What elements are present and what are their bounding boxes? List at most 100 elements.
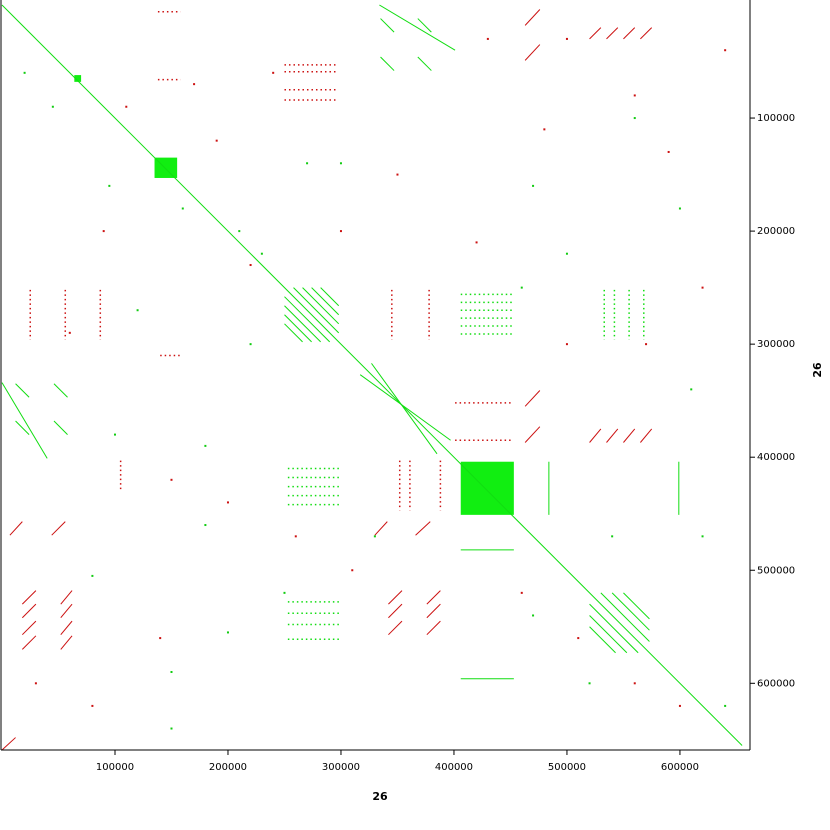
alignment-segment (284, 305, 321, 343)
alignment-dot (113, 433, 116, 436)
alignment-segment (623, 428, 636, 443)
x-axis-label: 26 (372, 790, 388, 803)
alignment-dot (136, 309, 139, 312)
y-tick-label: 400000 (757, 452, 795, 463)
alignment-segment (9, 521, 23, 536)
alignment-dot (238, 230, 241, 233)
alignment-segment (589, 603, 639, 654)
alignment-segment (1, 382, 48, 459)
alignment-segment (623, 27, 636, 40)
alignment-segment (1, 737, 16, 751)
x-tick-label: 600000 (661, 762, 699, 773)
alignment-dot (667, 150, 670, 153)
alignment-segment (426, 590, 441, 605)
alignment-dot (690, 388, 693, 391)
alignment-segment (388, 590, 403, 605)
alignment-dot (543, 128, 546, 131)
alignment-dot (339, 162, 342, 165)
alignment-dot (339, 230, 342, 233)
alignment-dot (159, 637, 162, 640)
y-tick-label: 100000 (757, 113, 795, 124)
alignment-segment (21, 590, 37, 605)
alignment-dot (215, 139, 218, 142)
alignment-dot (520, 591, 523, 594)
alignment-segment (51, 521, 66, 536)
alignment-dot (108, 184, 111, 187)
alignment-segment (371, 363, 438, 455)
alignment-dot (294, 535, 297, 538)
alignment-segment (15, 420, 30, 435)
y-axis-label: 26 (811, 362, 824, 378)
alignment-dot (91, 704, 94, 707)
alignment-dot (283, 591, 286, 594)
alignment-segment (302, 287, 340, 325)
alignment-segment (359, 374, 451, 441)
alignment-dot (633, 682, 636, 685)
alignment-segment (320, 287, 340, 307)
alignment-segment (606, 27, 619, 40)
x-tick-label: 100000 (96, 762, 134, 773)
alignment-segment (415, 521, 431, 536)
alignment-segment (623, 592, 650, 620)
block (460, 461, 514, 515)
alignment-dot (701, 286, 704, 289)
alignment-segment (380, 18, 395, 33)
alignment-segment (311, 287, 340, 316)
alignment-dot (306, 162, 309, 165)
alignment-dot (588, 682, 591, 685)
alignment-segment (426, 603, 441, 619)
alignment-segment (15, 383, 30, 398)
alignment-segment (388, 620, 403, 636)
alignment-dot (226, 631, 229, 634)
alignment-dot (475, 241, 478, 244)
alignment-dot (565, 37, 568, 40)
alignment-segment (600, 592, 650, 642)
alignment-dot (181, 207, 184, 210)
alignment-dot (611, 535, 614, 538)
alignment-segment (60, 590, 73, 605)
alignment-dot (532, 184, 535, 187)
x-tick-label: 500000 (548, 762, 586, 773)
alignment-segment (611, 592, 650, 631)
alignment-segment (417, 56, 432, 71)
x-tick-label: 300000 (322, 762, 360, 773)
alignment-segment (524, 9, 541, 26)
alignment-segment (284, 314, 312, 343)
alignment-dot (226, 501, 229, 504)
alignment-dot (678, 207, 681, 210)
alignment-dot (23, 71, 26, 74)
y-tick-label: 600000 (757, 678, 795, 689)
alignment-segment (374, 521, 388, 536)
alignment-dot (260, 252, 263, 255)
alignment-dot (170, 727, 173, 730)
alignment-dot (91, 574, 94, 577)
alignment-dot (520, 286, 523, 289)
alignment-segment (524, 426, 541, 443)
alignment-segment (60, 620, 73, 636)
alignment-dot (373, 535, 376, 538)
alignment-segment (524, 390, 541, 407)
alignment-dot (633, 117, 636, 120)
y-tick-label: 500000 (757, 565, 795, 576)
alignment-segment (53, 383, 68, 398)
alignment-dot (204, 444, 207, 447)
alignment-dot (724, 49, 727, 52)
alignment-dot (532, 614, 535, 617)
alignment-segment (379, 4, 456, 51)
alignment-dot (633, 94, 636, 97)
alignment-segment (21, 603, 37, 619)
alignment-segment (524, 44, 541, 61)
alignment-segment (60, 635, 73, 650)
alignment-dot (396, 173, 399, 176)
alignment-dot (351, 569, 354, 572)
x-tick-label: 200000 (209, 762, 247, 773)
alignment-segment (21, 635, 37, 650)
alignment-segment (284, 296, 331, 343)
alignment-segment (640, 428, 653, 443)
alignment-segment (589, 615, 628, 654)
plot-area (1, 4, 743, 751)
alignment-dot (170, 670, 173, 673)
alignment-dot (565, 343, 568, 346)
alignment-segment (388, 603, 403, 619)
